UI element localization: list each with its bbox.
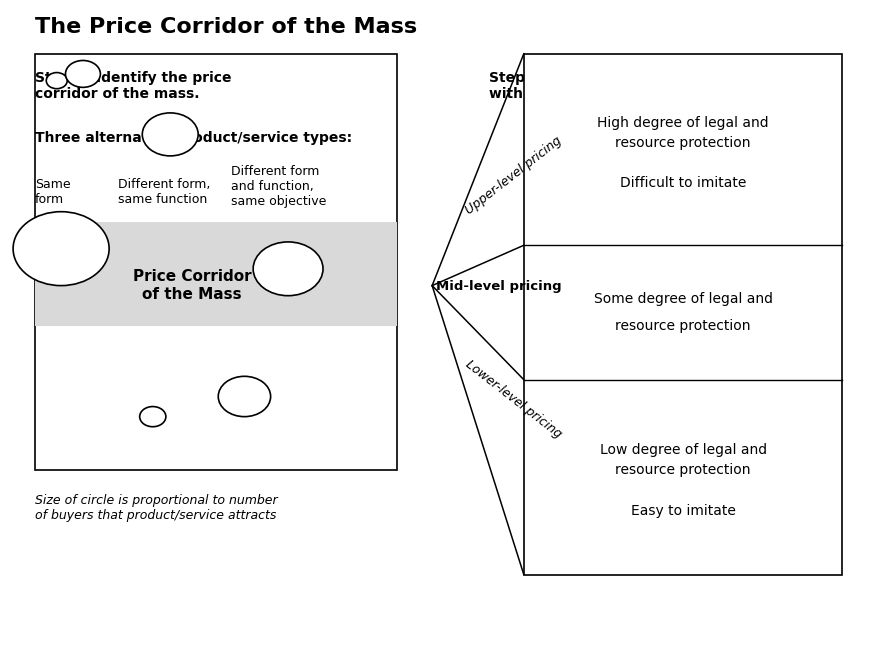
Text: resource protection: resource protection (615, 136, 751, 150)
Bar (524, 54, 842, 575)
Text: Different form,
same function: Different form, same function (118, 178, 210, 206)
Text: Some degree of legal and: Some degree of legal and (594, 292, 773, 306)
Text: Low degree of legal and: Low degree of legal and (600, 444, 766, 457)
Text: Mid-level pricing: Mid-level pricing (436, 280, 561, 293)
Circle shape (13, 212, 109, 286)
Bar (35, 222, 397, 326)
Circle shape (65, 60, 100, 87)
Text: Same
form: Same form (35, 178, 71, 206)
Text: Size of circle is proportional to number
of buyers that product/service attracts: Size of circle is proportional to number… (35, 494, 278, 522)
Circle shape (142, 113, 198, 156)
Text: Price Corridor
of the Mass: Price Corridor of the Mass (133, 269, 251, 302)
Text: Different form
and function,
same objective: Different form and function, same object… (231, 165, 327, 208)
Text: The Price Corridor of the Mass: The Price Corridor of the Mass (35, 17, 417, 37)
Text: Three alternative product/service types:: Three alternative product/service types: (35, 131, 352, 145)
Text: Upper-level pricing: Upper-level pricing (463, 134, 564, 217)
Text: Easy to imitate: Easy to imitate (630, 504, 736, 517)
Circle shape (140, 407, 166, 427)
Circle shape (253, 242, 323, 296)
Bar (35, 54, 397, 470)
Text: resource protection: resource protection (615, 464, 751, 477)
Text: Step 2: Specify a price level
within the price corridor.: Step 2: Specify a price level within the… (489, 71, 708, 101)
Circle shape (46, 73, 67, 89)
Text: resource protection: resource protection (615, 319, 751, 333)
Text: Difficult to imitate: Difficult to imitate (620, 176, 746, 190)
Text: Step 1: Identify the price
corridor of the mass.: Step 1: Identify the price corridor of t… (35, 71, 231, 101)
Text: High degree of legal and: High degree of legal and (597, 116, 769, 130)
Text: Lower-level pricing: Lower-level pricing (463, 358, 564, 441)
Circle shape (218, 376, 271, 417)
